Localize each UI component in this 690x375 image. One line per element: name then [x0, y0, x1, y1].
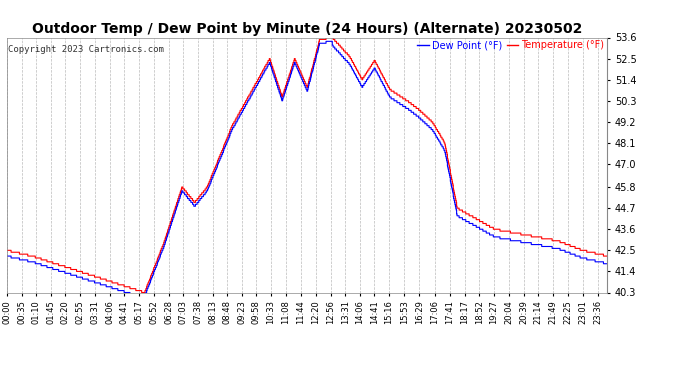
Temperature (°F): [121, 285, 130, 289]
Dew Point (°F): [3, 254, 11, 258]
Title: Outdoor Temp / Dew Point by Minute (24 Hours) (Alternate) 20230502: Outdoor Temp / Dew Point by Minute (24 H…: [32, 22, 582, 36]
Dew Point (°F): [322, 39, 331, 44]
Temperature (°F): [137, 290, 146, 295]
Dew Point (°F): [480, 229, 488, 233]
Line: Dew Point (°F): Dew Point (°F): [7, 41, 607, 298]
Temperature (°F): [480, 221, 488, 226]
Legend: Dew Point (°F), Temperature (°F): Dew Point (°F), Temperature (°F): [417, 40, 604, 50]
Temperature (°F): [322, 35, 331, 40]
Dew Point (°F): [603, 261, 611, 266]
Temperature (°F): [603, 254, 611, 258]
Dew Point (°F): [204, 187, 212, 191]
Temperature (°F): [136, 288, 144, 293]
Dew Point (°F): [401, 104, 409, 109]
Line: Temperature (°F): Temperature (°F): [7, 38, 607, 292]
Temperature (°F): [401, 97, 409, 101]
Dew Point (°F): [533, 242, 541, 247]
Temperature (°F): [3, 248, 11, 253]
Dew Point (°F): [136, 294, 144, 298]
Dew Point (°F): [121, 290, 130, 295]
Dew Point (°F): [137, 296, 146, 300]
Text: Copyright 2023 Cartronics.com: Copyright 2023 Cartronics.com: [8, 45, 164, 54]
Temperature (°F): [204, 183, 212, 188]
Temperature (°F): [533, 235, 541, 239]
